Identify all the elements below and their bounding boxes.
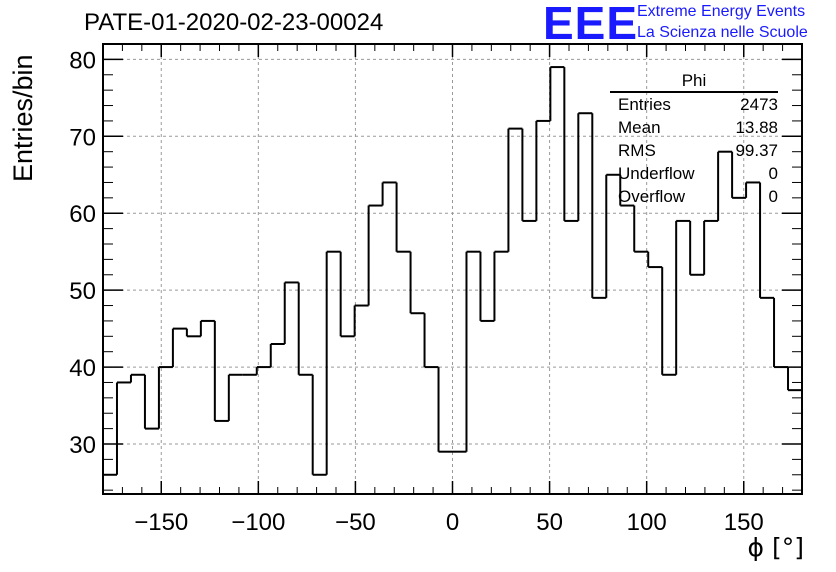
- y-tick-label: 60: [69, 201, 96, 228]
- stats-row-entries: Entries 2473: [610, 93, 778, 116]
- x-tick-label: 150: [724, 509, 764, 536]
- y-tick-label: 50: [69, 278, 96, 305]
- logo-line-1: Extreme Energy Events: [637, 3, 806, 20]
- stats-box-title: Phi: [610, 72, 778, 93]
- stats-box: Phi Entries 2473 Mean 13.88 RMS 99.37 Un…: [610, 72, 778, 208]
- x-tick-label: −50: [335, 509, 376, 536]
- y-tick-label: 30: [69, 432, 96, 459]
- stats-row-rms: RMS 99.37: [610, 139, 778, 162]
- stats-label: RMS: [618, 141, 656, 160]
- x-axis-label: ϕ [°]: [747, 533, 804, 562]
- eee-logo: EEE: [543, 0, 639, 49]
- x-tick-label: −100: [231, 509, 285, 536]
- x-tick-label: −150: [134, 509, 188, 536]
- stats-value: 0: [768, 187, 778, 206]
- stats-label: Underflow: [618, 164, 695, 183]
- y-tick-label: 70: [69, 124, 96, 151]
- stats-row-overflow: Overflow 0: [610, 185, 778, 208]
- stats-label: Entries: [618, 95, 671, 114]
- stats-value: 0: [768, 164, 778, 183]
- stats-value: 13.88: [735, 118, 778, 137]
- axes: [102, 43, 803, 495]
- y-axis-label: Entries/bin: [8, 54, 38, 182]
- x-tick-label: 100: [627, 509, 667, 536]
- stats-row-mean: Mean 13.88: [610, 116, 778, 139]
- x-tick-label: 50: [536, 509, 563, 536]
- stats-row-underflow: Underflow 0: [610, 162, 778, 185]
- stats-value: 99.37: [735, 141, 778, 160]
- stats-value: 2473: [740, 95, 778, 114]
- y-tick-label: 80: [69, 47, 96, 74]
- histogram-series: [103, 66, 802, 476]
- chart-title: PATE-01-2020-02-23-00024: [84, 9, 384, 36]
- tick-labels: −150 −100 −50 0 50 100 150 30 40 50 60 70 80: [69, 47, 763, 536]
- stats-label: Mean: [618, 118, 661, 137]
- stats-label: Overflow: [618, 187, 686, 206]
- x-tick-label: 0: [446, 509, 459, 536]
- logo-line-2: La Scienza nelle Scuole: [637, 24, 808, 41]
- y-tick-label: 40: [69, 355, 96, 382]
- grid-lines: [103, 44, 802, 494]
